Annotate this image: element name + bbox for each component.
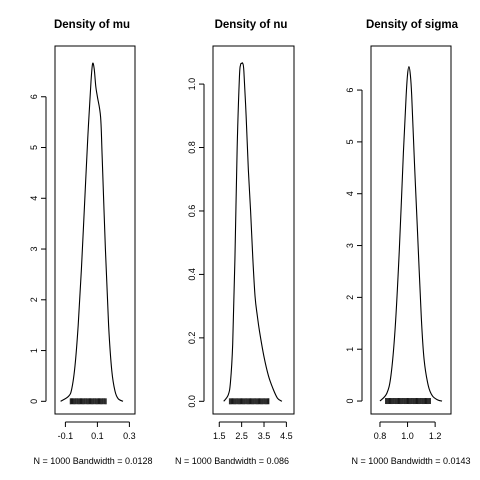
plot-frame <box>370 45 452 415</box>
y-tick-label: 2 <box>345 295 355 300</box>
y-tick-label: 3 <box>29 247 39 252</box>
x-tick-label: 1.5 <box>213 431 226 441</box>
y-tick-label: 0 <box>29 399 39 404</box>
x-tick-label: 1.0 <box>401 431 414 441</box>
density-curve-group <box>379 66 443 402</box>
y-tick-label: 4 <box>29 196 39 201</box>
density-curve <box>379 66 443 402</box>
panel-title: Density of sigma <box>366 19 459 31</box>
plot-frame <box>54 45 136 415</box>
density-curve-group <box>60 62 124 402</box>
bandwidth-caption: N = 1000 Bandwidth = 0.0143 <box>351 456 470 466</box>
y-tick-label: 4 <box>345 191 355 196</box>
bandwidth-caption: N = 1000 Bandwidth = 0.086 <box>175 456 289 466</box>
panel-3: Density of sigma 0 1 2 3 4 5 6 0.8 1.0 1.2 N = 1000… <box>345 19 471 466</box>
panel-2: Density of nu 0.0 0.2 0.4 0.6 0.8 1.0 1.5 2.5 3.5… <box>175 19 295 466</box>
density-curve <box>60 62 124 402</box>
y-tick-label: 0.6 <box>187 205 197 218</box>
plot-frame <box>212 45 295 415</box>
rug <box>69 398 107 405</box>
panel-1: Density of mu 0 1 2 3 4 5 6 -0.1 0.1 0.3 N = 1000 B… <box>29 19 153 466</box>
y-tick-label: 0.2 <box>187 332 197 345</box>
x-tick-label: 0.3 <box>123 431 136 441</box>
panel-title: Density of nu <box>215 19 288 31</box>
bandwidth-caption: N = 1000 Bandwidth = 0.0128 <box>33 456 152 466</box>
y-tick-label: 1.0 <box>187 78 197 91</box>
x-tick-label: 1.2 <box>429 431 442 441</box>
rug <box>385 398 431 405</box>
y-tick-label: 0 <box>345 399 355 404</box>
y-tick-label: 3 <box>345 243 355 248</box>
density-curve <box>223 62 283 402</box>
rug <box>228 398 270 405</box>
y-tick-label: 6 <box>29 94 39 99</box>
y-tick-label: 1 <box>345 347 355 352</box>
y-tick-label: 6 <box>345 88 355 93</box>
x-tick-label: 2.5 <box>235 431 248 441</box>
y-tick-label: 5 <box>345 139 355 144</box>
density-curve-group <box>223 62 283 402</box>
x-tick-label: 4.5 <box>280 431 293 441</box>
y-tick-label: 0.0 <box>187 395 197 408</box>
y-tick-label: 0.8 <box>187 141 197 154</box>
x-tick-label: 0.1 <box>91 431 104 441</box>
x-tick-label: 3.5 <box>258 431 271 441</box>
y-tick-label: 0.4 <box>187 268 197 281</box>
panel-title: Density of mu <box>54 19 130 31</box>
x-tick-label: 0.8 <box>374 431 387 441</box>
y-tick-label: 1 <box>29 348 39 353</box>
y-tick-label: 5 <box>29 145 39 150</box>
y-tick-label: 2 <box>29 297 39 302</box>
x-tick-label: -0.1 <box>58 431 74 441</box>
